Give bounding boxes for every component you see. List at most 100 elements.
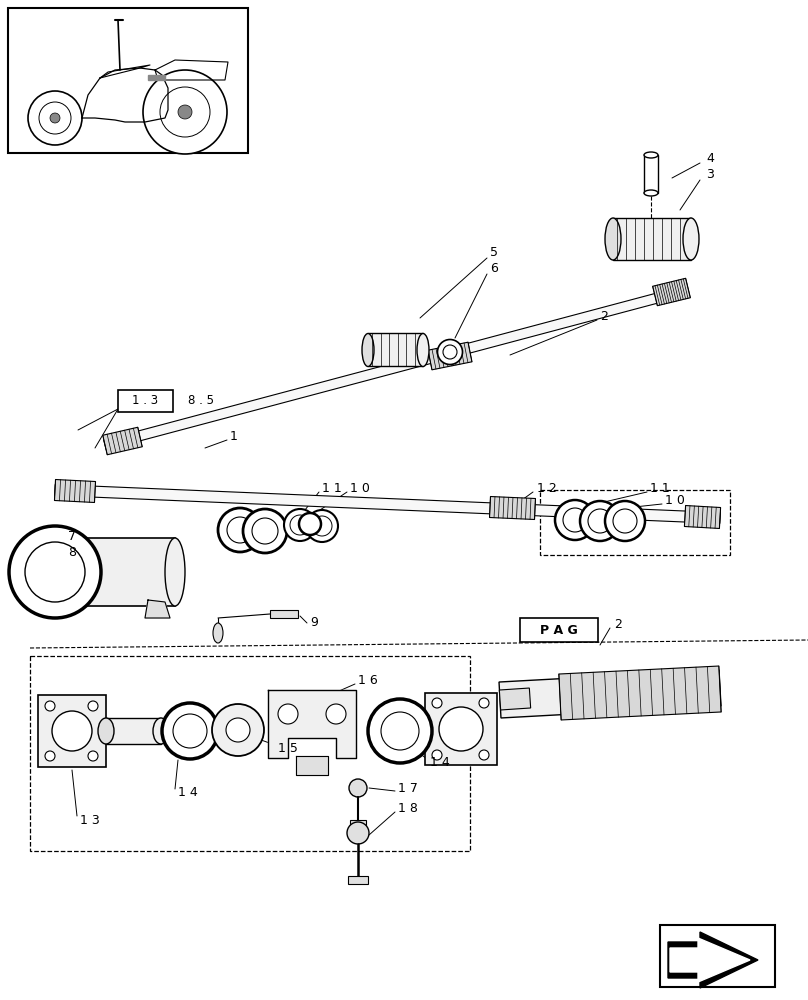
Text: 1 6: 1 6 (358, 674, 378, 686)
Circle shape (50, 113, 60, 123)
Circle shape (278, 704, 298, 724)
Circle shape (290, 515, 310, 535)
Bar (660, 925, 775, 987)
Circle shape (563, 508, 587, 532)
Polygon shape (499, 688, 531, 710)
Circle shape (88, 701, 98, 711)
Circle shape (432, 698, 442, 708)
Text: 8: 8 (68, 546, 76, 558)
Ellipse shape (644, 190, 658, 196)
Bar (613, 218, 691, 260)
Circle shape (162, 703, 218, 759)
Text: 3: 3 (706, 168, 714, 182)
Ellipse shape (53, 538, 77, 606)
Polygon shape (653, 278, 690, 306)
Text: 1 2: 1 2 (537, 482, 557, 494)
Circle shape (580, 501, 620, 541)
Text: 1 5: 1 5 (278, 742, 298, 754)
Text: 8 . 5: 8 . 5 (188, 394, 214, 408)
Polygon shape (296, 756, 328, 775)
Bar (348, 876, 368, 884)
Circle shape (306, 510, 338, 542)
Polygon shape (148, 75, 165, 80)
Text: 1 4: 1 4 (178, 786, 198, 800)
Polygon shape (268, 690, 356, 758)
Ellipse shape (153, 718, 169, 744)
Text: 1 1: 1 1 (650, 482, 670, 494)
Text: 1 0: 1 0 (350, 482, 370, 494)
Ellipse shape (437, 340, 462, 364)
Bar (368, 333, 423, 366)
Circle shape (39, 102, 71, 134)
Bar (270, 610, 298, 618)
Text: 5: 5 (490, 246, 498, 259)
Text: 1 8: 1 8 (398, 802, 418, 814)
Text: 7: 7 (68, 530, 76, 544)
Polygon shape (490, 497, 536, 519)
Circle shape (479, 698, 489, 708)
Ellipse shape (213, 623, 223, 643)
Circle shape (368, 699, 432, 763)
Circle shape (9, 526, 101, 618)
Bar (425, 693, 497, 765)
Ellipse shape (443, 345, 457, 359)
Text: 9: 9 (310, 616, 318, 630)
Circle shape (252, 518, 278, 544)
Circle shape (88, 751, 98, 761)
Polygon shape (428, 342, 472, 370)
Text: 1 . 3: 1 . 3 (132, 394, 158, 408)
Text: 1: 1 (230, 430, 238, 444)
Polygon shape (670, 938, 750, 982)
Bar (30, 656, 470, 851)
Text: P A G: P A G (540, 624, 578, 637)
Text: 6: 6 (490, 262, 498, 275)
Circle shape (243, 509, 287, 553)
Circle shape (45, 701, 55, 711)
Ellipse shape (165, 538, 185, 606)
Circle shape (326, 704, 346, 724)
Bar (644, 155, 658, 193)
Circle shape (218, 508, 262, 552)
Polygon shape (103, 287, 681, 450)
Circle shape (381, 712, 419, 750)
Polygon shape (103, 427, 142, 455)
Bar (520, 618, 598, 642)
Bar (8, 8, 248, 153)
Circle shape (45, 751, 55, 761)
Text: 1 0: 1 0 (665, 493, 685, 506)
Ellipse shape (417, 334, 429, 366)
Circle shape (212, 704, 264, 756)
Circle shape (439, 707, 483, 751)
Text: 1 7: 1 7 (398, 782, 418, 794)
Ellipse shape (98, 718, 114, 744)
Circle shape (605, 501, 645, 541)
Circle shape (312, 516, 332, 536)
Bar (540, 490, 730, 555)
Bar (106, 718, 161, 744)
Circle shape (555, 500, 595, 540)
Text: 4: 4 (706, 151, 714, 164)
Circle shape (173, 714, 207, 748)
Circle shape (349, 779, 367, 797)
Polygon shape (155, 60, 228, 80)
Circle shape (588, 509, 612, 533)
Circle shape (227, 517, 253, 543)
Polygon shape (499, 670, 721, 718)
Circle shape (613, 509, 637, 533)
Ellipse shape (362, 334, 374, 366)
Circle shape (143, 70, 227, 154)
Text: 1 3: 1 3 (80, 814, 99, 826)
Polygon shape (55, 485, 720, 523)
Polygon shape (559, 666, 722, 720)
Bar (118, 390, 173, 412)
Circle shape (25, 542, 85, 602)
Circle shape (52, 711, 92, 751)
Text: 2: 2 (614, 617, 622, 631)
Circle shape (178, 105, 192, 119)
Ellipse shape (683, 218, 699, 260)
Text: 1 4: 1 4 (430, 756, 450, 768)
Circle shape (347, 822, 369, 844)
Ellipse shape (299, 513, 321, 535)
Text: 1 1: 1 1 (322, 482, 342, 494)
Polygon shape (684, 506, 721, 528)
